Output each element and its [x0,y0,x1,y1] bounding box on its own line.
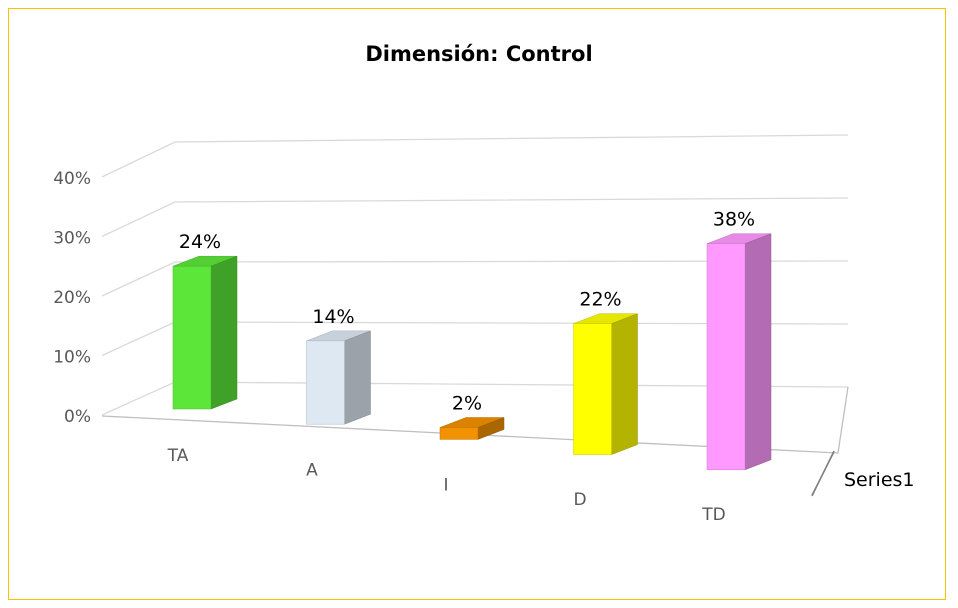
category-label: TD [701,505,725,525]
bar-i [439,427,479,440]
floor-edge [101,386,849,454]
y-tick-label: 30% [53,229,91,249]
y-tick-label: 0% [64,407,91,427]
data-label: 14% [312,306,354,328]
bar-d [573,323,612,455]
category-label: A [306,461,318,481]
chart-title: Dimensión: Control [365,42,593,66]
bar-side [611,313,638,455]
category-label: TA [167,446,189,466]
chart-frame [8,8,946,600]
data-label: 2% [452,393,482,415]
bar-ta [172,265,212,410]
data-label: 24% [179,231,221,253]
gridline [101,260,849,297]
bar-a [306,340,345,425]
bar-side [210,255,238,410]
bar-side [744,233,772,471]
bar-td [706,243,746,471]
y-tick-label: 20% [53,288,91,308]
data-label: 38% [713,209,755,231]
gridline [101,197,849,238]
category-label: D [573,490,586,510]
depth-axis-line [811,450,835,497]
y-tick-label: 10% [53,348,91,368]
series-axis-label: Series1 [844,469,915,491]
data-label: 22% [579,289,621,311]
gridline [101,134,849,178]
bar-side [344,330,371,425]
category-label: I [443,475,448,495]
y-tick-label: 40% [53,169,91,189]
